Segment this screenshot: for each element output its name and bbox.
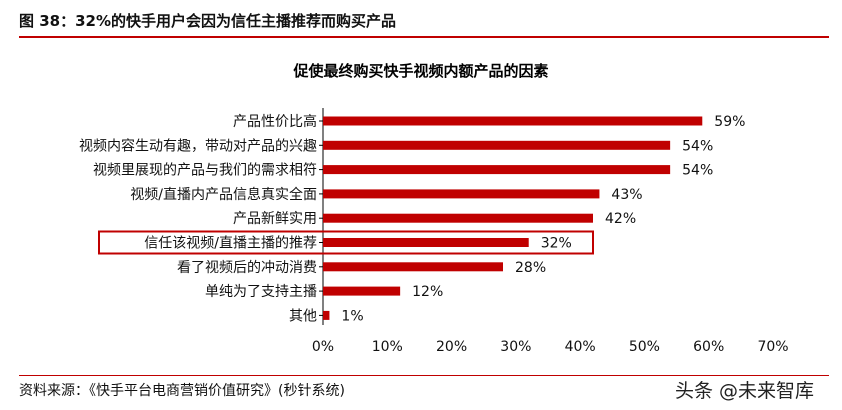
category-label: 信任该视频/直播主播的推荐 bbox=[144, 235, 317, 252]
watermark: 头条 @未来智库 bbox=[674, 380, 814, 402]
x-tick-label: 10% bbox=[372, 339, 403, 355]
chart-title: 促使最终购买快手视频内额产品的因素 bbox=[293, 62, 549, 80]
value-label: 54% bbox=[682, 138, 713, 154]
category-label: 视频/直播内产品信息真实全面 bbox=[130, 186, 317, 203]
value-label: 42% bbox=[605, 211, 636, 227]
value-label: 59% bbox=[714, 114, 745, 130]
value-label: 12% bbox=[412, 284, 443, 300]
category-label: 视频内容生动有趣，带动对产品的兴趣 bbox=[79, 137, 317, 154]
bar bbox=[323, 238, 529, 247]
x-tick-label: 0% bbox=[312, 339, 334, 355]
bar bbox=[323, 213, 593, 223]
value-label: 28% bbox=[515, 260, 546, 276]
bar bbox=[323, 286, 401, 296]
bar bbox=[323, 165, 671, 175]
highlight-box bbox=[98, 230, 594, 255]
category-label: 视频里展现的产品与我们的需求相符 bbox=[93, 163, 317, 179]
value-label: 32% bbox=[541, 236, 572, 252]
value-label: 54% bbox=[682, 163, 713, 179]
x-tick-label: 70% bbox=[757, 339, 788, 355]
figure-title: 图 38：32%的快手用户会因为信任主播推荐而购买产品 bbox=[19, 12, 397, 30]
value-label: 1% bbox=[341, 308, 363, 324]
category-label: 看了视频后的冲动消费 bbox=[177, 260, 317, 276]
bar bbox=[323, 310, 330, 320]
value-label: 43% bbox=[611, 187, 642, 203]
category-label: 产品性价比高 bbox=[233, 113, 317, 130]
x-tick-label: 50% bbox=[629, 339, 660, 355]
bar bbox=[323, 262, 503, 272]
bottom-divider bbox=[19, 375, 829, 376]
x-tick-label: 20% bbox=[436, 339, 467, 355]
x-tick-label: 60% bbox=[693, 339, 724, 355]
category-label: 单纯为了支持主播 bbox=[205, 284, 317, 300]
x-tick-label: 30% bbox=[500, 339, 531, 355]
bar bbox=[323, 189, 600, 199]
bar bbox=[323, 116, 703, 126]
x-tick-label: 40% bbox=[565, 339, 596, 355]
top-divider bbox=[19, 36, 829, 38]
category-label: 产品新鲜实用 bbox=[233, 211, 317, 227]
bar bbox=[323, 140, 671, 150]
source-note: 资料来源：《快手平台电商营销价值研究》(秒针系统) bbox=[19, 383, 345, 399]
category-label: 其他 bbox=[289, 308, 317, 324]
